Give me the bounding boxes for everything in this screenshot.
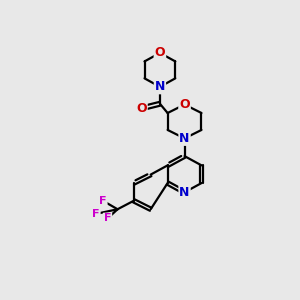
Text: N: N: [179, 132, 190, 145]
Text: O: O: [179, 98, 190, 111]
Text: F: F: [92, 209, 100, 219]
Text: O: O: [154, 46, 165, 59]
Text: F: F: [99, 196, 107, 206]
Text: N: N: [155, 80, 165, 93]
Text: F: F: [104, 214, 111, 224]
Text: N: N: [179, 186, 190, 199]
Text: O: O: [136, 102, 147, 115]
